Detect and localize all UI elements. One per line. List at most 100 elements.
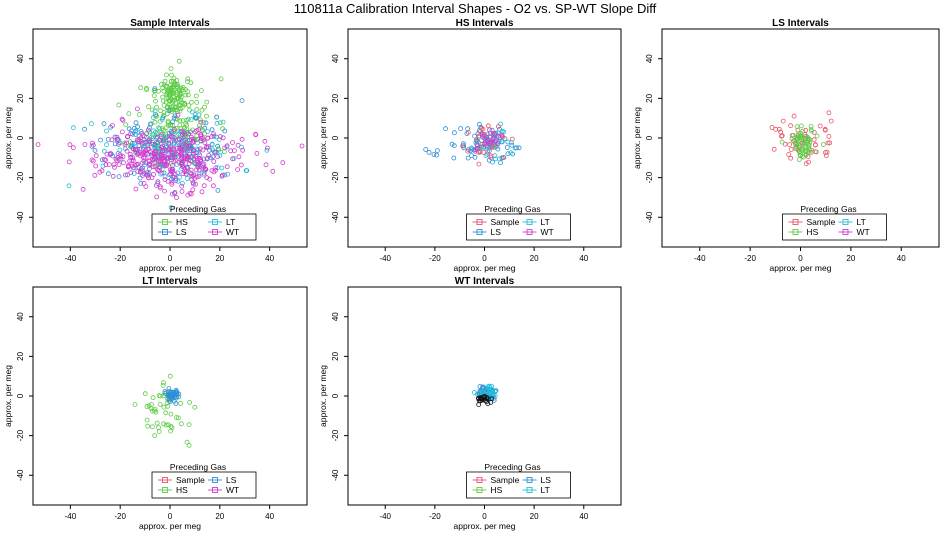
point-wt <box>179 147 185 153</box>
point-lt <box>185 116 191 122</box>
point-hs <box>152 119 158 125</box>
legend-marker-lt <box>526 219 533 225</box>
legend-label: Sample <box>807 217 836 227</box>
point-wt <box>180 163 186 169</box>
point-hs <box>168 82 174 88</box>
point-ls <box>434 148 440 154</box>
point-hs <box>800 145 806 151</box>
point-wt <box>111 162 117 168</box>
y-tick-label: -40 <box>645 211 654 223</box>
point-wt <box>186 143 192 149</box>
point-wt <box>253 131 259 137</box>
x-axis-label: approx. per meg <box>139 521 201 531</box>
y-axis-label: approx. per meg <box>632 107 642 169</box>
point-hs <box>204 99 210 105</box>
legend-box <box>466 471 571 499</box>
point-sample <box>811 129 817 135</box>
point-wt <box>174 195 179 200</box>
point-wt <box>130 165 136 171</box>
point-wt <box>479 133 485 139</box>
point-wt <box>159 144 165 150</box>
point-hs <box>156 88 161 94</box>
x-tick-label: 40 <box>897 254 906 263</box>
point-lt <box>264 147 270 153</box>
point-ls <box>460 141 466 147</box>
point-wt <box>114 134 120 140</box>
point-wt <box>116 162 122 168</box>
point-lt <box>101 148 107 154</box>
point-wt <box>147 161 153 167</box>
legend-marker-ls <box>476 229 483 235</box>
legend-title: Preceding Gas <box>800 204 856 214</box>
point-wt <box>155 149 161 155</box>
legend-box <box>151 471 257 499</box>
point-wt <box>191 148 197 154</box>
point-hs <box>218 76 224 82</box>
point-lt <box>243 168 249 173</box>
point-lt <box>150 115 156 120</box>
point-wt <box>134 162 140 168</box>
point-wt <box>173 138 179 144</box>
point-wt <box>155 168 161 173</box>
point-sample <box>788 147 794 152</box>
legend-title: Preceding Gas <box>484 204 540 214</box>
x-tick-label: 20 <box>530 254 539 263</box>
point-wt <box>263 162 269 168</box>
point-ls <box>101 121 107 127</box>
point-wt <box>170 134 176 140</box>
point-hs <box>194 100 200 105</box>
point-wt <box>154 194 160 200</box>
panel-title: Sample Intervals <box>130 18 210 29</box>
points <box>769 110 834 167</box>
x-axis-label: approx. per meg <box>454 521 516 531</box>
x-axis-label: approx. per meg <box>454 263 516 273</box>
point-ls <box>129 140 135 146</box>
point-wt <box>141 155 147 161</box>
point-wt <box>119 129 125 135</box>
y-tick-label: -20 <box>331 171 340 183</box>
point-lt <box>163 140 169 146</box>
point-lt <box>218 149 223 155</box>
point-hs <box>176 87 182 93</box>
panel-title: WT Intervals <box>455 276 515 287</box>
point-hs <box>161 404 167 410</box>
point-wt <box>124 148 130 154</box>
point-hs <box>158 81 164 87</box>
point-wt <box>480 132 485 137</box>
point-ls <box>215 143 221 149</box>
point-ls <box>169 130 175 136</box>
point-sample <box>826 133 832 139</box>
point-wt <box>179 188 185 194</box>
point-ls <box>112 141 118 147</box>
point-ls <box>195 147 201 153</box>
y-tick-label: 40 <box>16 54 25 63</box>
y-tick-label: 20 <box>16 351 25 360</box>
legend: Preceding Gas Sample LT HS WT <box>782 204 887 241</box>
points <box>132 373 198 448</box>
point-wt <box>113 156 119 162</box>
point-ls <box>423 147 429 152</box>
point-lt <box>484 131 490 137</box>
point-hs <box>164 104 170 110</box>
point-hs <box>123 122 129 127</box>
point-hs <box>178 97 184 103</box>
y-tick-label: 20 <box>331 93 340 102</box>
point-wt <box>187 190 193 196</box>
point-ls <box>173 387 179 393</box>
point-ls <box>449 141 455 147</box>
legend-label: WT <box>857 227 870 237</box>
y-tick-label: 0 <box>16 135 25 140</box>
point-lt <box>157 126 163 132</box>
point-hs <box>779 139 785 145</box>
point-wt <box>175 112 181 118</box>
point-wt <box>144 170 150 176</box>
point-hs <box>217 120 223 126</box>
point-wt <box>122 142 128 148</box>
point-lt <box>151 128 156 134</box>
point-wt <box>165 155 171 161</box>
y-tick-label: -20 <box>16 171 25 183</box>
y-axis-label: approx. per meg <box>318 107 328 169</box>
x-tick-label: -20 <box>114 254 126 263</box>
x-tick-label: 20 <box>846 254 855 263</box>
point-lt <box>154 134 160 140</box>
